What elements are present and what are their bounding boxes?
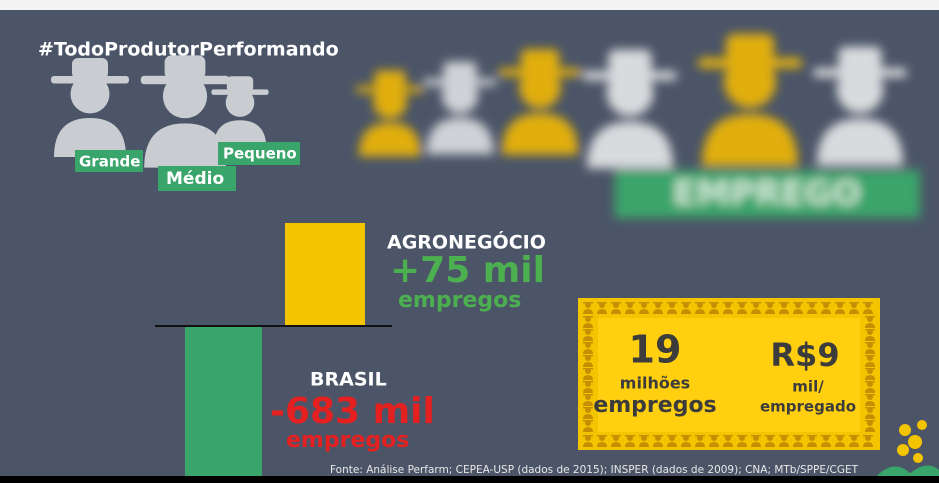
agro-name: AGRONEGÓCIO [387, 230, 546, 254]
producer-label: Médio [166, 169, 224, 189]
brasil-bar [185, 326, 262, 478]
label-box [75, 150, 143, 172]
blurred-people: EMPREGO [356, 34, 920, 218]
stat-value: R$9 [770, 336, 839, 374]
brasil-value: -683 mil [270, 391, 435, 432]
stat-value: 19 [629, 328, 682, 372]
stats-inner [598, 318, 860, 432]
agro-bar [285, 223, 365, 326]
stat-line: empregos [593, 393, 716, 418]
label-box [158, 166, 236, 191]
top-border [0, 0, 939, 10]
label-box [218, 142, 300, 165]
agro-value: +75 mil [390, 250, 545, 291]
producer-label: Pequeno [223, 145, 297, 163]
producer-label: Grande [79, 153, 140, 171]
stat-line: milhões [620, 374, 690, 393]
stat-line: mil/ [792, 378, 824, 396]
stat-line: empregado [760, 398, 856, 416]
banner: EMPREGO [673, 174, 861, 214]
agro-unit: empregos [398, 288, 521, 313]
source: Fonte: Análise Perfarm; CEPEA-USP (dados… [330, 464, 859, 476]
brasil-unit: empregos [286, 428, 409, 453]
hashtag: #TodoProdutorPerformando [38, 39, 339, 61]
bottom-border [0, 476, 939, 483]
flower [875, 420, 939, 478]
brasil-name: BRASIL [310, 369, 387, 391]
